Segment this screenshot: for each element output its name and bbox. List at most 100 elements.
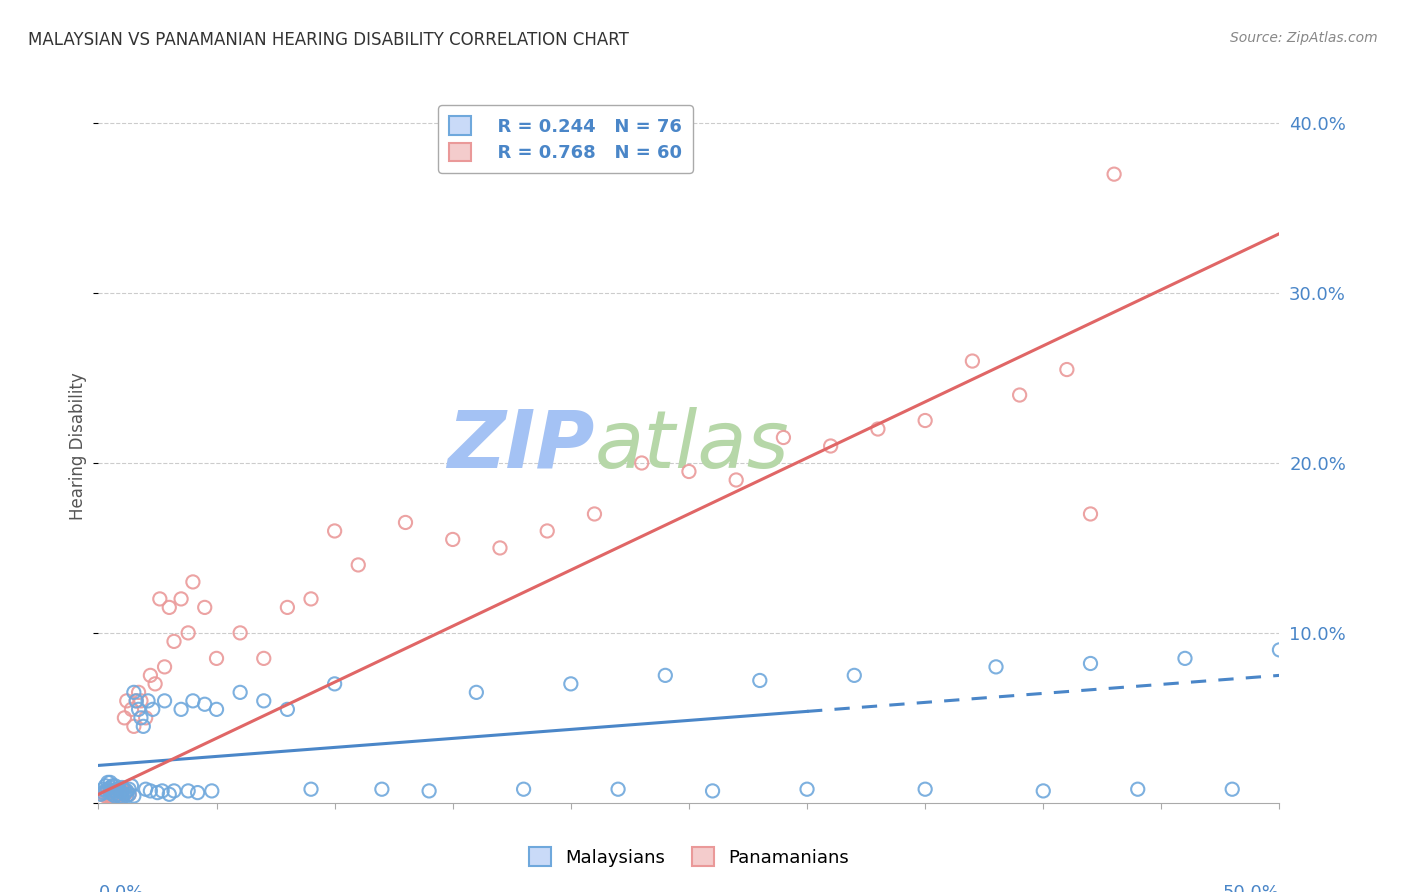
Point	[97, 775, 120, 789]
Point	[121, 779, 143, 793]
Point	[122, 719, 145, 733]
Point	[98, 780, 121, 795]
Point	[94, 789, 117, 803]
Point	[118, 782, 141, 797]
Point	[91, 782, 114, 797]
Point	[132, 719, 155, 733]
Point	[253, 651, 276, 665]
Point	[105, 782, 128, 797]
Point	[91, 787, 114, 801]
Point	[97, 782, 120, 797]
Point	[205, 651, 228, 665]
Point	[465, 685, 488, 699]
Point	[394, 516, 416, 530]
Point	[229, 626, 252, 640]
Point	[323, 677, 346, 691]
Point	[111, 786, 134, 800]
Point	[194, 698, 217, 712]
Point	[150, 784, 173, 798]
Point	[122, 685, 145, 699]
Point	[108, 787, 131, 801]
Point	[163, 634, 186, 648]
Point	[583, 507, 606, 521]
Point	[153, 660, 176, 674]
Point	[115, 786, 138, 800]
Point	[115, 789, 138, 803]
Point	[157, 787, 180, 801]
Point	[104, 784, 127, 798]
Point	[98, 784, 121, 798]
Point	[177, 626, 200, 640]
Legend: Malaysians, Panamanians: Malaysians, Panamanians	[522, 840, 856, 874]
Point	[796, 782, 818, 797]
Point	[98, 775, 121, 789]
Point	[101, 786, 124, 800]
Point	[1080, 507, 1102, 521]
Point	[347, 558, 370, 572]
Point	[181, 694, 204, 708]
Point	[104, 789, 127, 803]
Point	[418, 784, 440, 798]
Point	[157, 600, 180, 615]
Text: 50.0%: 50.0%	[1223, 884, 1279, 892]
Point	[118, 787, 141, 801]
Point	[121, 702, 143, 716]
Point	[90, 790, 112, 805]
Point	[115, 784, 138, 798]
Point	[142, 702, 165, 716]
Text: atlas: atlas	[595, 407, 789, 485]
Point	[1126, 782, 1149, 797]
Point	[111, 789, 134, 803]
Point	[181, 574, 204, 589]
Point	[772, 430, 794, 444]
Point	[229, 685, 252, 699]
Point	[101, 779, 124, 793]
Point	[1220, 782, 1243, 797]
Point	[194, 600, 217, 615]
Point	[201, 784, 224, 798]
Point	[205, 702, 228, 716]
Y-axis label: Hearing Disability: Hearing Disability	[69, 372, 87, 520]
Point	[112, 787, 135, 801]
Point	[1174, 651, 1197, 665]
Point	[104, 789, 127, 803]
Point	[104, 779, 127, 793]
Point	[125, 694, 148, 708]
Point	[101, 784, 124, 798]
Point	[1080, 657, 1102, 671]
Point	[135, 782, 157, 797]
Point	[299, 782, 322, 797]
Point	[105, 787, 128, 801]
Point	[276, 600, 298, 615]
Point	[111, 784, 134, 798]
Point	[108, 789, 131, 803]
Point	[94, 786, 117, 800]
Point	[163, 784, 186, 798]
Point	[1008, 388, 1031, 402]
Point	[98, 789, 121, 803]
Point	[748, 673, 770, 688]
Point	[94, 779, 117, 793]
Point	[91, 786, 114, 800]
Point	[129, 711, 152, 725]
Point	[135, 711, 157, 725]
Text: MALAYSIAN VS PANAMANIAN HEARING DISABILITY CORRELATION CHART: MALAYSIAN VS PANAMANIAN HEARING DISABILI…	[28, 31, 628, 49]
Point	[371, 782, 394, 797]
Point	[962, 354, 984, 368]
Point	[139, 784, 162, 798]
Point	[276, 702, 298, 716]
Point	[111, 790, 134, 805]
Point	[146, 786, 169, 800]
Point	[866, 422, 889, 436]
Point	[560, 677, 582, 691]
Point	[820, 439, 842, 453]
Point	[299, 591, 322, 606]
Point	[143, 677, 166, 691]
Point	[115, 694, 138, 708]
Point	[702, 784, 724, 798]
Point	[104, 784, 127, 798]
Point	[512, 782, 534, 797]
Point	[153, 694, 176, 708]
Point	[98, 786, 121, 800]
Text: Source: ZipAtlas.com: Source: ZipAtlas.com	[1230, 31, 1378, 45]
